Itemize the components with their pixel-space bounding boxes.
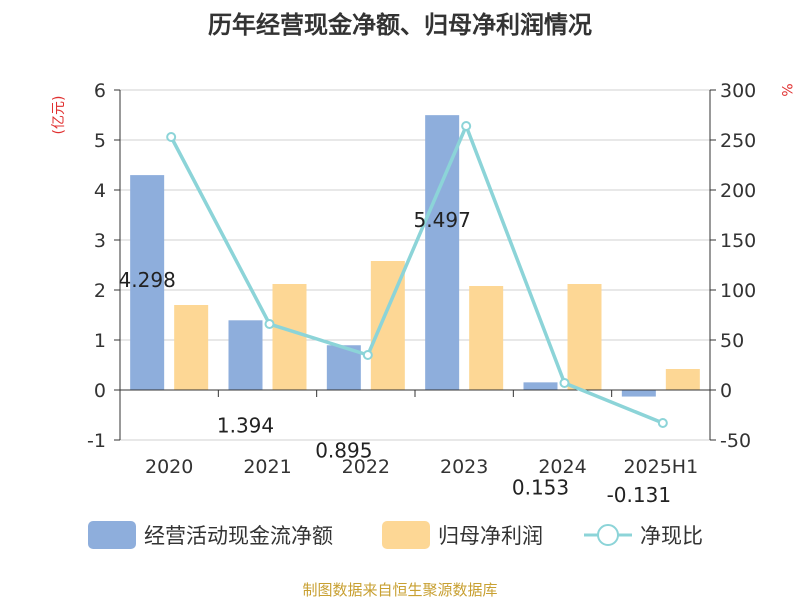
right-tick-label: 50 — [720, 330, 744, 352]
bar-value-label: 0.153 — [512, 475, 569, 499]
bar — [621, 390, 656, 397]
right-tick-label: 100 — [720, 280, 756, 302]
right-tick-label: 300 — [720, 80, 756, 102]
source-note: 制图数据来自恒生聚源数据库 — [302, 581, 497, 599]
category-label: 2022 — [342, 456, 390, 478]
bar-value-label: 0.895 — [315, 438, 372, 462]
bar-value-label: -0.131 — [607, 483, 671, 507]
ratio-point — [657, 418, 668, 428]
right-tick-label: 200 — [720, 180, 756, 202]
left-axis-unit: (亿元) — [51, 96, 67, 135]
left-tick-label: 3 — [94, 230, 106, 252]
ratio-line-path — [169, 121, 664, 425]
left-tick-label: 4 — [94, 180, 106, 202]
bar — [523, 382, 558, 390]
legend-marker — [597, 524, 619, 546]
ratio-point — [362, 350, 373, 360]
left-tick-label: 5 — [94, 130, 106, 152]
right-tick-label: 150 — [720, 230, 756, 252]
legend-label: 经营活动现金流净额 — [144, 524, 333, 548]
left-tick-label: 6 — [94, 80, 106, 102]
bar — [425, 115, 460, 391]
bar-value-label: 5.497 — [414, 208, 471, 232]
legend-label: 净现比 — [640, 524, 703, 548]
legend-label: 归母净利润 — [438, 524, 543, 548]
legend: 经营活动现金流净额 归母净利润 净现比 — [88, 521, 703, 549]
right-axis-unit: % — [778, 83, 794, 96]
right-tick-label: -50 — [720, 430, 751, 452]
category-label: 2023 — [440, 456, 488, 478]
ratio-point — [461, 121, 472, 131]
category-label: 2021 — [243, 456, 291, 478]
bar — [272, 284, 307, 390]
bar-value-label: 4.298 — [119, 268, 176, 292]
bar — [469, 286, 504, 390]
left-tick-label: -1 — [87, 430, 106, 452]
ratio-point — [166, 132, 177, 142]
grid — [120, 89, 710, 441]
ratio-point — [559, 378, 570, 388]
category-label: 2024 — [538, 456, 586, 478]
bar — [174, 305, 209, 390]
left-tick-label: 0 — [94, 380, 106, 402]
legend-swatch — [382, 521, 430, 549]
data-labels: 4.298 1.394 0.895 5.497 0.153 -0.131 — [119, 208, 672, 507]
bar — [665, 369, 700, 390]
ratio-line — [166, 121, 668, 428]
right-tick-label: 0 — [720, 380, 732, 402]
bar — [130, 175, 165, 390]
right-tick-label: 250 — [720, 130, 756, 152]
bar — [228, 320, 263, 390]
legend-swatch — [88, 521, 136, 549]
ratio-point — [264, 319, 275, 329]
bar — [567, 284, 602, 390]
axes: -1 0 1 2 3 4 5 6 -50 0 50 100 150 200 250 300 2020 2021 20… — [87, 80, 756, 478]
bars — [130, 115, 700, 397]
left-tick-label: 2 — [94, 280, 106, 302]
category-label: 2020 — [145, 456, 193, 478]
bar-value-label: 1.394 — [217, 413, 274, 437]
category-label: 2025H1 — [623, 456, 698, 478]
left-tick-label: 1 — [94, 330, 106, 352]
chart-title: 历年经营现金净额、归母净利润情况 — [208, 11, 592, 39]
